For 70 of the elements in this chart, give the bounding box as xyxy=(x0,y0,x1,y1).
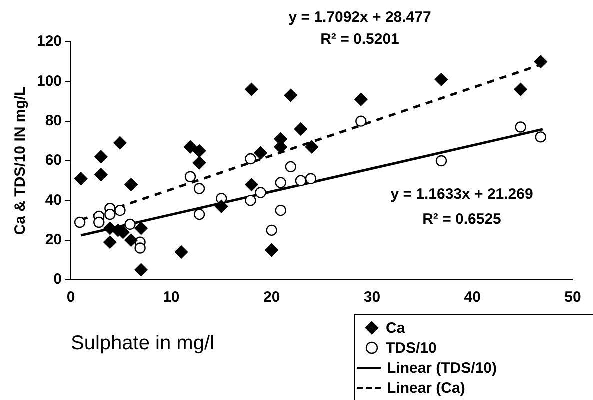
point xyxy=(104,208,116,220)
point xyxy=(134,242,146,254)
y-tick-label: 20 xyxy=(45,231,62,248)
point xyxy=(94,150,108,164)
point xyxy=(275,177,286,188)
y-tick-label: 120 xyxy=(36,33,62,50)
y-tick-label: 60 xyxy=(45,152,62,170)
point xyxy=(245,178,258,192)
point xyxy=(215,200,228,214)
y-tick-label: 40 xyxy=(45,192,62,209)
point xyxy=(245,153,256,165)
point xyxy=(266,224,278,236)
text: y = 1.7092x + 28.477 xyxy=(288,9,432,26)
point xyxy=(356,116,367,127)
point xyxy=(184,171,196,182)
x-tick-label: 40 xyxy=(464,289,481,306)
x-tick-label: 0 xyxy=(66,289,76,306)
point xyxy=(104,236,117,249)
point xyxy=(124,234,138,247)
x-tick-label: 20 xyxy=(263,289,280,306)
point xyxy=(134,222,148,236)
annotation: y = 1.1633x + 21.269 xyxy=(390,186,534,204)
point xyxy=(134,263,148,277)
point xyxy=(194,183,206,194)
point xyxy=(245,195,256,206)
y-tick-label: 80 xyxy=(45,112,62,130)
point xyxy=(94,168,108,182)
legend-label: Ca xyxy=(386,320,406,336)
point xyxy=(275,204,286,216)
point xyxy=(305,173,317,184)
point xyxy=(534,55,548,68)
point xyxy=(174,246,188,259)
point xyxy=(514,83,528,96)
point xyxy=(114,136,127,150)
point xyxy=(265,244,278,257)
point xyxy=(74,216,86,228)
annotation: R² = 0.5201 xyxy=(320,31,400,48)
point xyxy=(535,132,546,143)
legend-label: TDS/10 xyxy=(386,340,437,356)
point xyxy=(114,204,126,216)
point xyxy=(354,92,368,106)
point xyxy=(285,161,296,173)
point xyxy=(124,178,138,192)
point xyxy=(436,155,448,167)
point xyxy=(305,140,319,154)
point xyxy=(295,175,307,186)
x-tick-label: 50 xyxy=(564,289,582,306)
point xyxy=(94,216,105,228)
y-axis-title: Ca & TDS/10 IN mg/L xyxy=(12,86,30,236)
point xyxy=(192,156,206,170)
point xyxy=(255,187,266,198)
annotation: R² = 0.6525 xyxy=(422,211,502,228)
point xyxy=(192,144,206,158)
y-tick-label: 100 xyxy=(36,72,62,90)
point xyxy=(194,208,206,220)
point xyxy=(284,88,298,102)
y-tick-label: 0 xyxy=(54,271,62,288)
legend-label: Linear (TDS/10) xyxy=(387,360,498,376)
legend-label: Linear (Ca) xyxy=(387,380,466,396)
point xyxy=(515,122,526,133)
x-tick-label: 10 xyxy=(163,289,180,306)
x-axis-title: Sulphate in mg/l xyxy=(71,332,214,355)
point xyxy=(254,146,268,160)
x-tick-label: 30 xyxy=(364,289,381,306)
point xyxy=(434,73,448,86)
point xyxy=(294,122,308,136)
point xyxy=(74,172,88,186)
point xyxy=(245,83,258,96)
point xyxy=(184,140,198,154)
point xyxy=(124,218,136,230)
